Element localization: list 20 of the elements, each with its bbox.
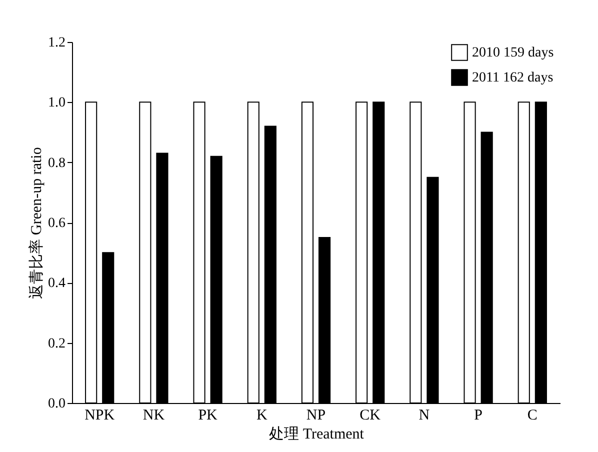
x-tick-label: K — [256, 408, 268, 424]
y-tick-label: 1.2 — [48, 36, 66, 50]
y-tick-label: 0.0 — [48, 396, 66, 412]
x-tick-label: CK — [360, 408, 381, 424]
y-tick-label: 1.0 — [48, 96, 66, 111]
y-tick-label: 0.6 — [48, 216, 66, 231]
x-tick-label: N — [418, 408, 430, 424]
y-tick-label: 0.2 — [48, 336, 66, 352]
y-axis-title: 返青比率 Green-up ratio — [28, 147, 45, 299]
x-tick-label: NK — [142, 408, 165, 424]
x-tick-label: P — [474, 408, 482, 424]
legend-label: 2010 159 days — [472, 46, 554, 60]
x-tick-label: PK — [198, 408, 218, 424]
x-tick-label: C — [527, 408, 538, 424]
x-tick-label: NP — [306, 408, 326, 424]
x-tick-label: NPK — [84, 408, 115, 424]
x-axis-title: 处理 Treatment — [269, 426, 365, 442]
y-tick-label: 0.4 — [48, 276, 66, 292]
legend-label: 2011 162 days — [472, 70, 554, 86]
y-tick-label: 0.8 — [48, 156, 66, 171]
